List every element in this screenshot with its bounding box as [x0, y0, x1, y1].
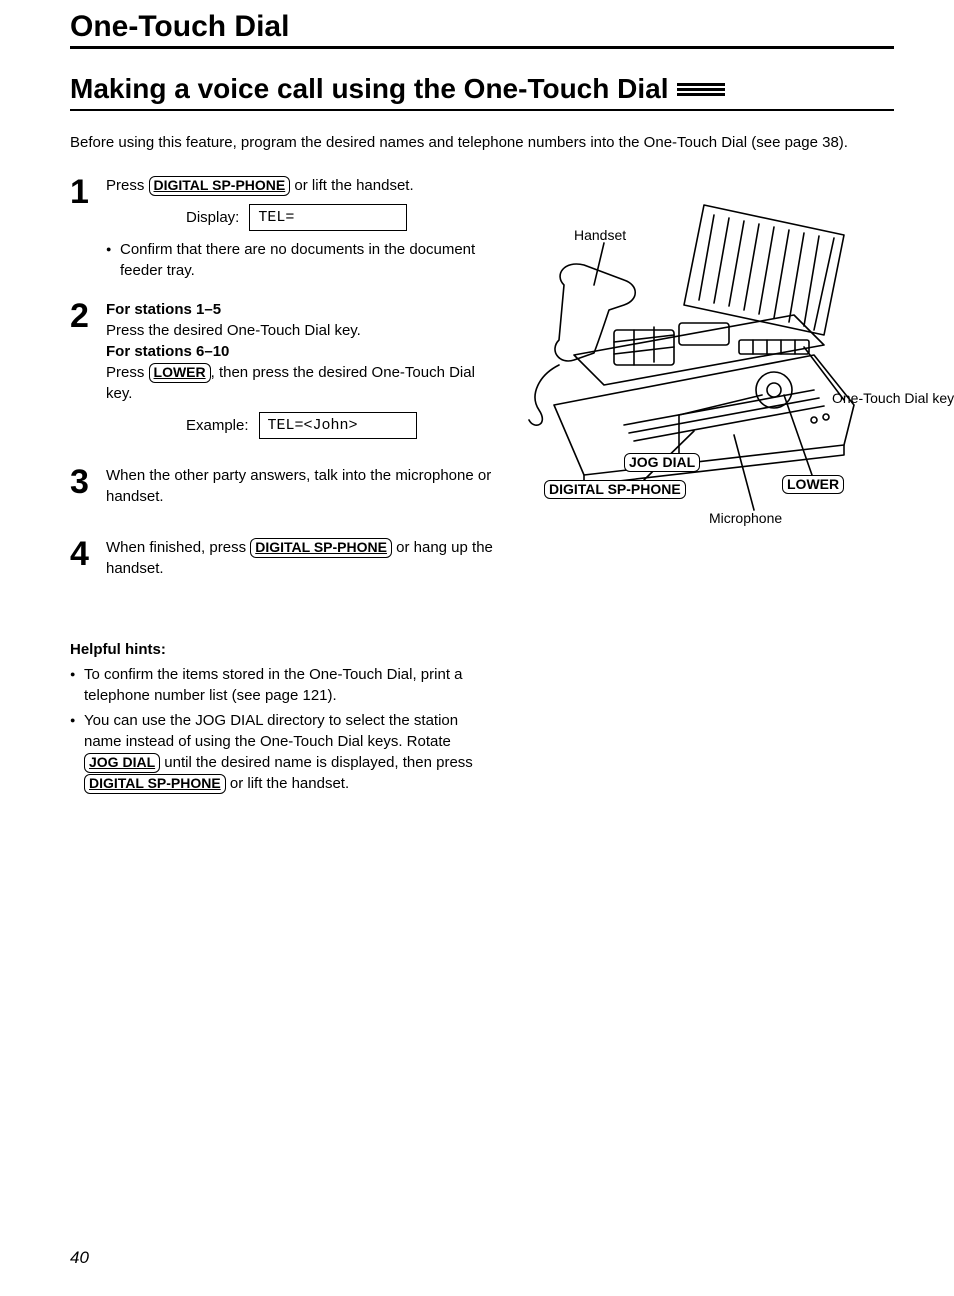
step-1: 1 Press DIGITAL SP-PHONE or lift the han… [70, 175, 494, 281]
example-row: Example: TEL=<John> [186, 412, 494, 439]
step-number: 1 [70, 175, 106, 281]
text: When finished, press [106, 539, 250, 556]
callout-jog-dial: JOG DIAL [624, 453, 700, 472]
intro-text: Before using this feature, program the d… [70, 133, 894, 153]
text-line: Press LOWER, then press the desired One-… [106, 362, 494, 404]
callout-digital-sp-phone: DIGITAL SP-PHONE [544, 480, 686, 499]
digital-sp-phone-button-label: DIGITAL SP-PHONE [84, 774, 226, 794]
bullet-text: Confirm that there are no documents in t… [106, 239, 494, 281]
steps-column: 1 Press DIGITAL SP-PHONE or lift the han… [70, 175, 494, 796]
subhead: For stations 1–5 [106, 299, 494, 320]
text: Press the desired One-Touch Dial key. [106, 320, 494, 341]
hints-title: Helpful hints: [70, 639, 494, 660]
text: until the desired name is displayed, the… [160, 754, 473, 771]
display-value: TEL= [249, 204, 407, 231]
callout-lower: LOWER [782, 475, 844, 494]
title-decor-icon [677, 83, 725, 96]
hint-bullet: You can use the JOG DIAL directory to se… [70, 710, 494, 794]
text: or lift the handset. [226, 775, 349, 792]
digital-sp-phone-button-label: DIGITAL SP-PHONE [544, 480, 686, 499]
text: Press [106, 177, 149, 194]
text: Press [106, 364, 149, 381]
step-body: For stations 1–5 Press the desired One-T… [106, 299, 494, 447]
display-label: Display: [186, 207, 239, 228]
example-value: TEL=<John> [259, 412, 417, 439]
manual-page: One-Touch Dial Making a voice call using… [0, 0, 954, 1296]
example-label: Example: [186, 415, 249, 436]
lower-button-label: LOWER [782, 475, 844, 494]
content-columns: 1 Press DIGITAL SP-PHONE or lift the han… [70, 175, 894, 796]
step-body: When the other party answers, talk into … [106, 465, 494, 507]
callout-one-touch-keys: One-Touch Dial keys [832, 390, 954, 407]
jog-dial-button-label: JOG DIAL [84, 753, 160, 773]
subhead: For stations 6–10 [106, 341, 494, 362]
step-3: 3 When the other party answers, talk int… [70, 465, 494, 507]
page-title: Making a voice call using the One-Touch … [70, 73, 669, 105]
text: You can use the JOG DIAL directory to se… [84, 712, 458, 750]
helpful-hints: Helpful hints: To confirm the items stor… [70, 639, 494, 794]
step-number: 4 [70, 537, 106, 579]
step-number: 2 [70, 299, 106, 447]
page-number: 40 [70, 1248, 89, 1268]
step-number: 3 [70, 465, 106, 507]
callout-handset: Handset [574, 227, 626, 243]
hint-bullet: To confirm the items stored in the One-T… [70, 664, 494, 706]
display-row: Display: TEL= [186, 204, 494, 231]
text: or lift the handset. [290, 177, 413, 194]
step-4: 4 When finished, press DIGITAL SP-PHONE … [70, 537, 494, 579]
step-body: When finished, press DIGITAL SP-PHONE or… [106, 537, 494, 579]
lower-button-label: LOWER [149, 363, 211, 383]
digital-sp-phone-button-label: DIGITAL SP-PHONE [250, 538, 392, 558]
callout-microphone: Microphone [709, 510, 782, 526]
diagram-column: Handset One-Touch Dial keys JOG DIAL DIG… [514, 175, 894, 796]
step-body: Press DIGITAL SP-PHONE or lift the hands… [106, 175, 494, 281]
page-title-row: Making a voice call using the One-Touch … [70, 73, 894, 111]
section-title: One-Touch Dial [70, 10, 894, 49]
step-2: 2 For stations 1–5 Press the desired One… [70, 299, 494, 447]
digital-sp-phone-button-label: DIGITAL SP-PHONE [149, 176, 291, 196]
jog-dial-button-label: JOG DIAL [624, 453, 700, 472]
fax-machine-diagram: Handset One-Touch Dial keys JOG DIAL DIG… [514, 175, 894, 535]
